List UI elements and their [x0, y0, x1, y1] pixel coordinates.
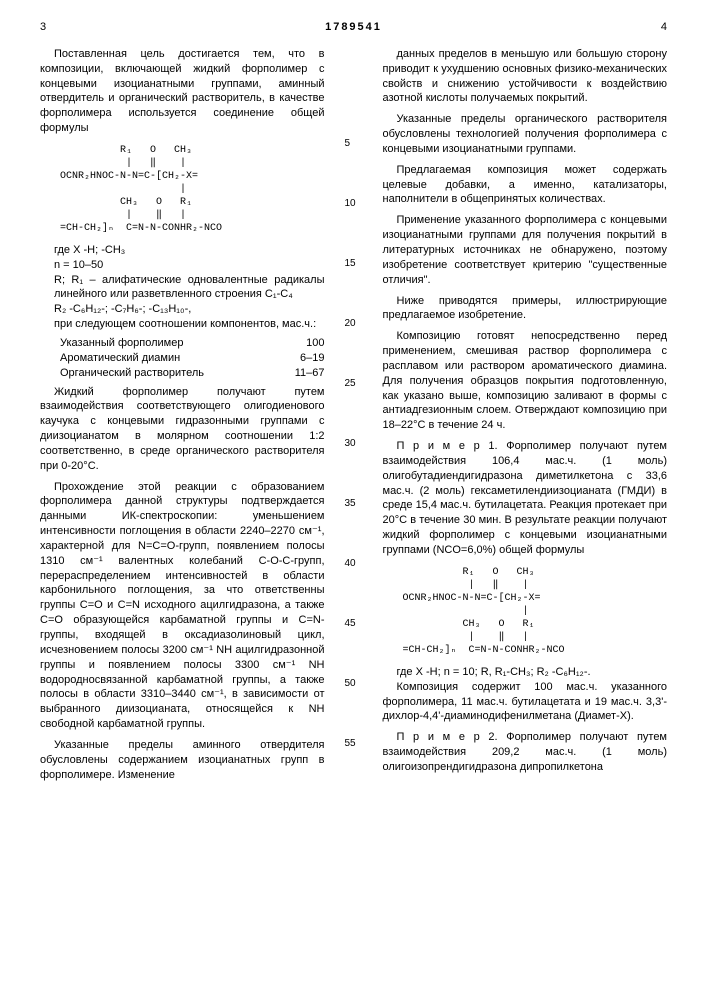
definition-line: где X -H; n = 10; R, R₁-CH₃; R₂ -C₆H₁₂-.: [397, 665, 668, 680]
paragraph: Композицию готовят непосредственно перед…: [383, 329, 668, 433]
table-row: Органический растворитель 11–67: [60, 366, 325, 381]
definition-line: R₂ -C₆H₁₂-; -C₇H₆-; -C₁₃H₁₀-,: [54, 302, 325, 317]
line-number: 50: [345, 677, 363, 691]
patent-number: 1789541: [325, 20, 382, 35]
paragraph: Ниже приводятся примеры, иллюстрирующие …: [383, 294, 668, 324]
table-label: Органический растворитель: [60, 366, 275, 381]
definition-line: при следующем соотношении компонентов, м…: [54, 317, 325, 332]
table-value: 6–19: [275, 351, 325, 366]
line-number: 30: [345, 437, 363, 451]
paragraph: Поставленная цель достигается тем, что в…: [40, 47, 325, 136]
line-number: 40: [345, 557, 363, 571]
paragraph: Указанные пределы органического раствори…: [383, 112, 668, 157]
left-column: Поставленная цель достигается тем, что в…: [40, 47, 325, 789]
line-number: 20: [345, 317, 363, 331]
composition-table: Указанный форполимер 100 Ароматический д…: [60, 336, 325, 381]
line-number: 35: [345, 497, 363, 511]
chemical-formula: R₁ O CH₃ | ‖ | OCNR₂HNOC-N-N=C-[CH₂-X= |…: [403, 566, 668, 657]
line-number: 10: [345, 197, 363, 211]
page-number-left: 3: [40, 20, 80, 35]
definition-line: где X -H; -CH₃: [54, 243, 325, 258]
table-row: Указанный форполимер 100: [60, 336, 325, 351]
table-value: 11–67: [275, 366, 325, 381]
table-row: Ароматический диамин 6–19: [60, 351, 325, 366]
page-number-right: 4: [627, 20, 667, 35]
chemical-formula: R₁ O CH₃ | ‖ | OCNR₂HNOC-N-N=C-[CH₂-X= |…: [60, 144, 325, 235]
paragraph: П р и м е р 1. Форполимер получают путем…: [383, 439, 668, 558]
definition-line: n = 10–50: [54, 258, 325, 273]
line-number: 25: [345, 377, 363, 391]
line-number: 5: [345, 137, 363, 151]
paragraph: Композиция содержит 100 мас.ч. указанног…: [383, 680, 668, 725]
definition-line: R; R₁ – алифатические одновалентные ради…: [54, 273, 325, 303]
line-number: 45: [345, 617, 363, 631]
paragraph: Прохождение этой реакции с образованием …: [40, 480, 325, 732]
paragraph: Жидкий форполимер получают путем взаимод…: [40, 385, 325, 474]
table-label: Указанный форполимер: [60, 336, 275, 351]
line-number-gutter: 5 10 15 20 25 30 35 40 45 50 55: [345, 47, 363, 789]
line-number: 15: [345, 257, 363, 271]
table-value: 100: [275, 336, 325, 351]
line-number: 55: [345, 737, 363, 751]
paragraph: Применение указанного форполимера с конц…: [383, 213, 668, 287]
paragraph: П р и м е р 2. Форполимер получают путем…: [383, 730, 668, 775]
paragraph: данных пределов в меньшую или большую ст…: [383, 47, 668, 106]
table-label: Ароматический диамин: [60, 351, 275, 366]
paragraph: Предлагаемая композиция может содержать …: [383, 163, 668, 208]
paragraph: Указанные пределы аминного отвердителя о…: [40, 738, 325, 783]
right-column: данных пределов в меньшую или большую ст…: [383, 47, 668, 789]
